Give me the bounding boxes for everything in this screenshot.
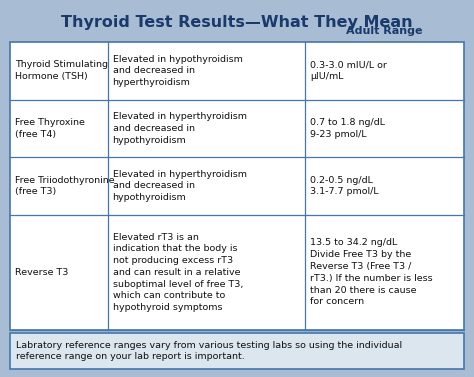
Bar xyxy=(10,333,464,369)
Text: Thyroid Stimulating
Hormone (TSH): Thyroid Stimulating Hormone (TSH) xyxy=(15,60,108,81)
Text: Free Thyroxine
(free T4): Free Thyroxine (free T4) xyxy=(15,118,85,139)
Text: 0.2-0.5 ng/dL
3.1-7.7 pmol/L: 0.2-0.5 ng/dL 3.1-7.7 pmol/L xyxy=(310,176,379,196)
Text: Labratory reference ranges vary from various testing labs so using the individua: Labratory reference ranges vary from var… xyxy=(16,340,402,362)
Text: Adult Range: Adult Range xyxy=(346,26,423,36)
Text: 13.5 to 34.2 ng/dL
Divide Free T3 by the
Reverse T3 (Free T3 /
rT3.) If the numb: 13.5 to 34.2 ng/dL Divide Free T3 by the… xyxy=(310,238,433,307)
Text: Thyroid Test Results—What They Mean: Thyroid Test Results—What They Mean xyxy=(61,14,413,29)
Text: Elevated in hyperthyroidism
and decreased in
hypothyroidism: Elevated in hyperthyroidism and decrease… xyxy=(113,112,246,145)
Text: Elevated in hypothyroidism
and decreased in
hyperthyroidism: Elevated in hypothyroidism and decreased… xyxy=(113,55,243,87)
Text: 0.7 to 1.8 ng/dL
9-23 pmol/L: 0.7 to 1.8 ng/dL 9-23 pmol/L xyxy=(310,118,385,139)
Text: 0.3-3.0 mIU/L or
μIU/mL: 0.3-3.0 mIU/L or μIU/mL xyxy=(310,60,387,81)
Text: Elevated in hyperthyroidism
and decreased in
hypothyroidism: Elevated in hyperthyroidism and decrease… xyxy=(113,170,246,202)
Bar xyxy=(10,42,464,330)
Text: Elevated rT3 is an
indication that the body is
not producing excess rT3
and can : Elevated rT3 is an indication that the b… xyxy=(113,233,243,312)
Text: Reverse T3: Reverse T3 xyxy=(15,268,68,277)
Text: Free Triiodothyronine
(free T3): Free Triiodothyronine (free T3) xyxy=(15,176,115,196)
